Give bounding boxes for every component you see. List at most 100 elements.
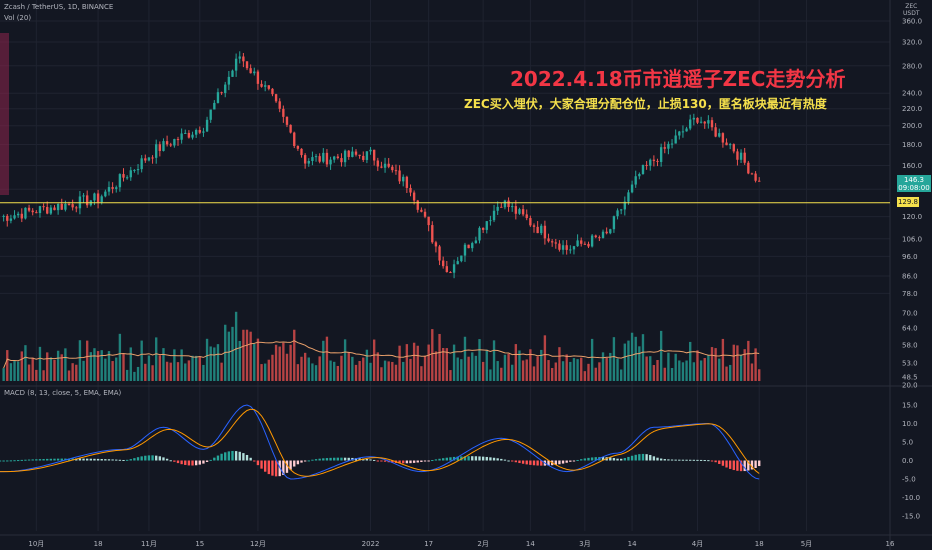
candle-body [176,139,180,141]
candle-body [685,128,688,132]
macd-histogram-bar [391,460,394,463]
candle-body [576,240,579,247]
volume-bar [24,345,27,381]
candle-body [638,174,641,177]
candle-body [31,210,34,213]
volume-bar [743,349,746,381]
candle-body [56,203,60,211]
macd-histogram-bar [202,460,205,464]
time-tick-label: 14 [526,540,535,548]
volume-bar [590,338,594,381]
volume-bar [376,352,379,381]
volume-bar [518,350,521,381]
macd-histogram-bar [511,460,514,462]
macd-histogram-bar [169,460,172,462]
volume-bar [107,351,111,381]
volume-bar [162,348,165,381]
volume-bar [9,363,13,381]
candle-body [692,117,696,120]
volume-bar [500,367,503,381]
volume-bar [144,363,147,381]
macd-histogram-bar [569,460,572,462]
candle-body [271,88,274,95]
candle-body [347,150,350,157]
macd-histogram-bar [471,456,474,461]
macd-histogram-bar [576,459,579,461]
candle-body [518,209,521,214]
candle-body [333,156,336,160]
macd-histogram-bar [264,460,267,472]
candle-body [547,238,550,242]
candle-body [184,132,187,134]
macd-histogram-bar [474,456,478,461]
macd-histogram-bar [140,456,143,461]
candle-body [104,191,107,197]
volume-bar [264,363,267,381]
volume-bar [398,345,401,381]
volume-bar [587,363,590,381]
candle-body [460,255,463,262]
candle-body [147,157,151,161]
candle-body [725,142,728,146]
candle-body [314,156,318,158]
volume-bar [194,355,198,381]
macd-histogram-bar [289,460,292,470]
candles [2,51,761,279]
candle-body [213,102,216,110]
volume-bar [46,352,49,381]
macd-histogram-bar [445,457,448,461]
candle-body [35,212,38,214]
volume-bar [412,342,416,381]
macd-histogram-bar [107,459,111,461]
macd-histogram-bar [151,455,154,461]
macd-histogram-bar [365,459,369,461]
price-tick-label: 360.0 [902,18,922,26]
candle-body [492,210,496,221]
macd-label: MACD (8, 13, close, 5, EMA, EMA) [4,389,122,397]
volume-bar [372,339,376,381]
macd-histogram-bar [514,460,518,463]
volume-bar [325,336,329,381]
price-tick-label: 86.0 [902,273,918,281]
candle-body [365,151,369,160]
volume-bar [659,330,663,381]
volume-bar [394,364,398,381]
macd-histogram-bar [147,455,151,461]
volume-bar [89,352,92,381]
candle-body [412,192,416,201]
candle-body [13,215,16,219]
macd-histogram-bar [245,454,249,461]
candle-body [696,117,699,123]
volume-bar [75,364,78,381]
volume-bar [64,348,67,381]
time-tick-label: 12月 [250,540,266,548]
time-tick-label: 11月 [141,540,157,548]
macd-histogram-bar [296,460,300,465]
volume-bar [27,364,31,381]
macd-histogram-bar [136,457,140,461]
volume-bar [431,329,434,381]
candle-body [689,119,692,129]
macd-histogram-bar [238,451,241,461]
candle-body [362,155,365,160]
macd-histogram-bar [198,460,201,465]
macd-histogram-bar [590,457,594,461]
price-tick-label: 280.0 [902,62,922,70]
volume-bar [623,343,626,381]
candle-body [307,160,310,164]
analysis-title: 2022.4.18币市逍遥子ZEC走势分析 [510,67,846,91]
candle-body [340,158,343,163]
volume-bar [471,352,474,381]
macd-histogram-bar [191,460,194,466]
macd-histogram-bar [667,459,670,461]
price-tick-label: 78.0 [902,290,918,298]
candle-body [485,221,488,230]
signal-line [0,408,760,477]
candle-body [318,156,321,162]
candle-body [107,187,111,192]
volume-bar [474,355,478,381]
volume-bar [514,344,518,381]
candle-body [260,83,263,87]
volume-bar [271,354,274,381]
